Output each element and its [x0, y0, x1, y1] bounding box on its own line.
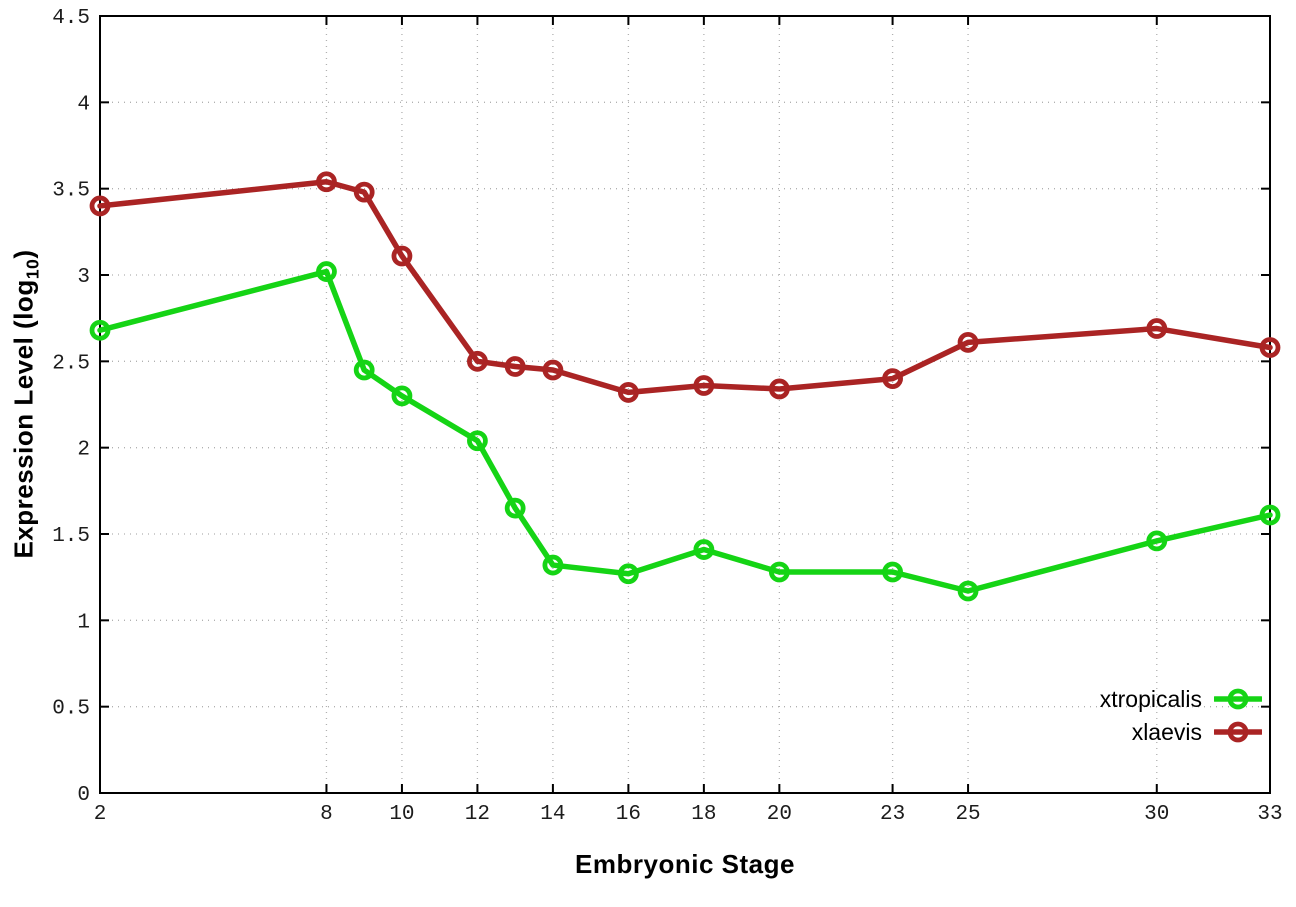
data-point-xlaevis — [467, 350, 488, 372]
legend-label-xtropicalis: xtropicalis — [1099, 685, 1202, 712]
y-tick-label: 2 — [77, 439, 90, 462]
data-point-xlaevis — [353, 181, 375, 203]
legend-item-xlaevis: xlaevis — [1100, 717, 1262, 747]
x-tick-label: 33 — [1257, 803, 1282, 826]
y-tick-labels: 0 0.5 1 1.5 2 2.5 3 3.5 4 4.5 — [52, 7, 90, 807]
x-tick-label: 14 — [540, 803, 565, 826]
data-point-xtropicalis — [693, 539, 715, 560]
x-tick-label: 16 — [616, 803, 641, 826]
data-point-xlaevis — [542, 359, 564, 381]
y-tick-label: 0.5 — [52, 698, 90, 721]
x-tick-label: 23 — [880, 803, 905, 826]
x-tick-label: 18 — [691, 803, 716, 826]
y-tick-label: 2.5 — [52, 352, 90, 375]
data-point-xlaevis — [693, 375, 715, 396]
series-line-xtropicalis — [97, 268, 1273, 594]
x-tick-label: 12 — [465, 803, 490, 826]
series-markers-xtropicalis — [89, 261, 1281, 602]
y-tick-label: 1.5 — [52, 525, 90, 548]
x-tick-labels: 2 8 10 12 14 16 18 20 23 25 30 33 — [94, 803, 1283, 826]
data-point-xlaevis — [957, 331, 979, 353]
data-point-xtropicalis — [504, 497, 526, 519]
legend: xtropicalis xlaevis — [1100, 684, 1262, 747]
legend-item-xtropicalis: xtropicalis — [1100, 684, 1262, 714]
data-point-xlaevis — [1259, 337, 1281, 358]
y-tick-label: 4.5 — [52, 7, 90, 30]
y-axis-title: Expression Level (log10) — [8, 249, 43, 558]
legend-sample-xtropicalis — [1214, 688, 1262, 710]
legend-sample-xlaevis — [1214, 721, 1262, 743]
grid-lines — [99, 15, 1271, 794]
data-point-xlaevis — [882, 368, 903, 390]
data-point-xtropicalis — [353, 359, 375, 381]
y-axis-title-subscript: 10 — [22, 258, 43, 280]
y-tick-label: 3.5 — [52, 180, 90, 203]
x-tick-label: 10 — [389, 803, 414, 826]
data-point-xlaevis — [89, 195, 111, 217]
data-point-xlaevis — [504, 356, 526, 377]
data-point-xtropicalis — [89, 319, 111, 341]
plot-border — [99, 15, 1271, 794]
y-axis-title-text: Expression Level (log — [8, 279, 39, 559]
y-tick-label: 0 — [77, 784, 90, 807]
legend-label-xlaevis: xlaevis — [1131, 718, 1202, 745]
data-point-xtropicalis — [617, 563, 639, 585]
data-point-xlaevis — [316, 171, 337, 193]
data-point-xtropicalis — [882, 561, 903, 583]
y-tick-label: 1 — [77, 611, 90, 634]
data-point-xlaevis — [1146, 318, 1168, 339]
series-markers-xlaevis — [89, 171, 1281, 403]
data-point-xtropicalis — [391, 385, 413, 407]
data-point-xtropicalis — [542, 554, 564, 576]
series-line-xlaevis — [97, 179, 1273, 396]
data-point-xlaevis — [768, 378, 790, 400]
x-tick-label: 2 — [94, 803, 107, 826]
axis-ticks — [99, 15, 1271, 794]
data-point-xtropicalis — [316, 261, 337, 282]
data-point-xtropicalis — [957, 580, 979, 602]
y-tick-label: 3 — [77, 266, 90, 289]
data-point-xlaevis — [391, 245, 413, 267]
x-tick-label: 25 — [955, 803, 980, 826]
y-axis-title-suffix: ) — [8, 249, 39, 259]
data-point-xtropicalis — [467, 430, 488, 452]
x-tick-label: 8 — [320, 803, 333, 826]
x-tick-label: 20 — [767, 803, 792, 826]
x-axis-title: Embryonic Stage — [575, 849, 795, 879]
y-tick-label: 4 — [77, 93, 90, 116]
data-point-xtropicalis — [1259, 504, 1281, 526]
data-point-xtropicalis — [1146, 530, 1168, 552]
data-point-xlaevis — [617, 382, 639, 403]
data-point-xtropicalis — [768, 561, 790, 583]
x-tick-label: 30 — [1144, 803, 1169, 826]
